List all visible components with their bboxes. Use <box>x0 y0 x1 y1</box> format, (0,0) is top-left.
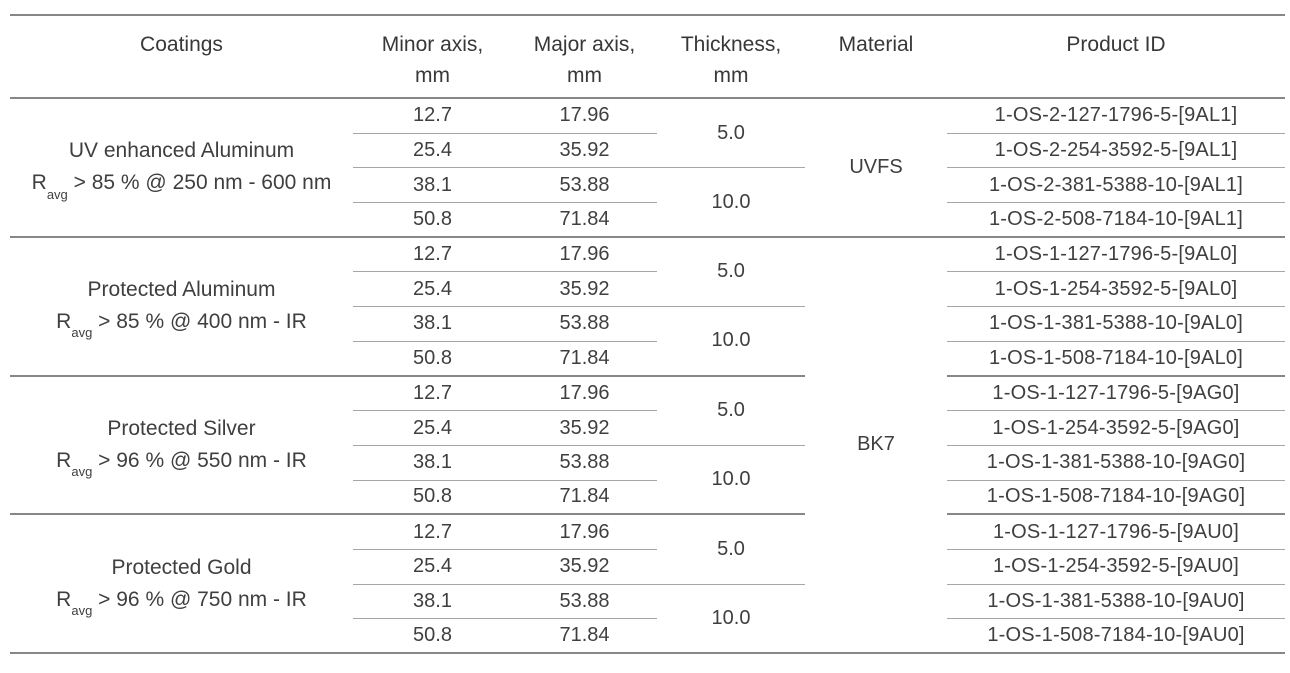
major-axis-value: 53.88 <box>512 446 657 481</box>
coating-name: Protected Aluminum <box>87 278 276 302</box>
major-axis-value: 17.96 <box>512 238 657 273</box>
major-axis-value: 71.84 <box>512 481 657 516</box>
coating-cell: Protected Silver Ravg > 96 % @ 550 nm - … <box>10 377 353 516</box>
header-label: Coatings <box>140 33 223 56</box>
major-axis-value: 71.84 <box>512 342 657 377</box>
column-header-product-id: Product ID <box>947 16 1285 99</box>
coating-cell: Protected Gold Ravg > 96 % @ 750 nm - IR <box>10 515 353 654</box>
product-id-value: 1-OS-1-508-7184-10-[9AU0] <box>947 619 1285 654</box>
product-id-value: 1-OS-2-254-3592-5-[9AL1] <box>947 134 1285 169</box>
minor-axis-value: 50.8 <box>353 203 512 238</box>
product-id-value: 1-OS-1-127-1796-5-[9AG0] <box>947 377 1285 412</box>
thickness-value: 5.0 <box>657 515 805 585</box>
product-id-value: 1-OS-1-254-3592-5-[9AU0] <box>947 550 1285 585</box>
minor-axis-value: 50.8 <box>353 342 512 377</box>
product-id-value: 1-OS-2-381-5388-10-[9AL1] <box>947 168 1285 204</box>
major-axis-value: 53.88 <box>512 585 657 620</box>
minor-axis-value: 12.7 <box>353 377 512 412</box>
header-unit: mm <box>415 64 450 87</box>
product-id-value: 1-OS-2-127-1796-5-[9AL1] <box>947 99 1285 134</box>
minor-axis-value: 25.4 <box>353 550 512 585</box>
column-header-major-axis: Major axis, mm <box>512 16 657 99</box>
subscript-avg: avg <box>71 325 93 341</box>
coating-spec: Ravg > 85 % @ 250 nm - 600 nm <box>31 171 332 202</box>
minor-axis-value: 12.7 <box>353 515 512 550</box>
major-axis-value: 53.88 <box>512 307 657 342</box>
coating-cell: Protected Aluminum Ravg > 85 % @ 400 nm … <box>10 238 353 377</box>
product-id-value: 1-OS-1-127-1796-5-[9AU0] <box>947 515 1285 550</box>
major-axis-value: 35.92 <box>512 550 657 585</box>
thickness-value: 5.0 <box>657 99 805 169</box>
major-axis-value: 71.84 <box>512 619 657 654</box>
major-axis-value: 35.92 <box>512 134 657 169</box>
coating-cell: UV enhanced Aluminum Ravg > 85 % @ 250 n… <box>10 99 353 238</box>
thickness-value: 10.0 <box>657 446 805 516</box>
minor-axis-value: 38.1 <box>353 446 512 481</box>
column-header-material: Material <box>805 16 947 99</box>
minor-axis-value: 12.7 <box>353 238 512 273</box>
major-axis-value: 17.96 <box>512 99 657 134</box>
product-id-value: 1-OS-2-508-7184-10-[9AL1] <box>947 203 1285 238</box>
product-id-value: 1-OS-1-254-3592-5-[9AG0] <box>947 411 1285 446</box>
minor-axis-value: 38.1 <box>353 585 512 620</box>
coating-spec: Ravg > 96 % @ 550 nm - IR <box>56 448 307 480</box>
minor-axis-value: 38.1 <box>353 307 512 342</box>
material-value: UVFS <box>805 99 947 238</box>
header-unit: mm <box>567 64 602 87</box>
minor-axis-value: 25.4 <box>353 134 512 169</box>
coating-name: Protected Silver <box>107 416 256 440</box>
coating-name: Protected Gold <box>111 555 252 579</box>
product-id-value: 1-OS-1-381-5388-10-[9AG0] <box>947 446 1285 481</box>
minor-axis-value: 12.7 <box>353 99 512 134</box>
minor-axis-value: 50.8 <box>353 481 512 516</box>
column-header-coatings: Coatings <box>10 16 353 99</box>
thickness-value: 5.0 <box>657 238 805 308</box>
coating-spec: Ravg > 85 % @ 400 nm - IR <box>56 310 307 341</box>
header-label: Major axis, <box>533 33 636 56</box>
product-id-value: 1-OS-1-381-5388-10-[9AU0] <box>947 585 1285 620</box>
product-table: Coatings Minor axis, mm Major axis, mm T… <box>10 14 1285 654</box>
thickness-value: 5.0 <box>657 377 805 446</box>
material-value: BK7 <box>805 238 947 654</box>
major-axis-value: 53.88 <box>512 168 657 204</box>
major-axis-value: 17.96 <box>512 515 657 550</box>
minor-axis-value: 50.8 <box>353 619 512 654</box>
subscript-avg: avg <box>46 186 68 202</box>
column-header-thickness: Thickness, mm <box>657 16 805 99</box>
header-label: Material <box>838 33 914 56</box>
major-axis-value: 35.92 <box>512 411 657 446</box>
product-id-value: 1-OS-1-381-5388-10-[9AL0] <box>947 307 1285 342</box>
major-axis-value: 71.84 <box>512 203 657 238</box>
product-id-value: 1-OS-1-508-7184-10-[9AL0] <box>947 342 1285 377</box>
coating-spec: Ravg > 96 % @ 750 nm - IR <box>56 587 307 618</box>
column-header-minor-axis: Minor axis, mm <box>353 16 512 99</box>
header-label: Thickness, <box>680 33 782 56</box>
product-id-value: 1-OS-1-254-3592-5-[9AL0] <box>947 272 1285 308</box>
header-label: Minor axis, <box>381 33 484 56</box>
thickness-value: 10.0 <box>657 585 805 654</box>
thickness-value: 10.0 <box>657 168 805 238</box>
thickness-value: 10.0 <box>657 307 805 377</box>
product-id-value: 1-OS-1-127-1796-5-[9AL0] <box>947 238 1285 273</box>
header-label: Product ID <box>1066 33 1166 56</box>
subscript-avg: avg <box>71 602 93 618</box>
minor-axis-value: 38.1 <box>353 168 512 204</box>
major-axis-value: 35.92 <box>512 272 657 308</box>
minor-axis-value: 25.4 <box>353 411 512 446</box>
major-axis-value: 17.96 <box>512 377 657 412</box>
coating-name: UV enhanced Aluminum <box>68 139 295 163</box>
subscript-avg: avg <box>71 464 93 480</box>
header-unit: mm <box>713 64 749 87</box>
product-id-value: 1-OS-1-508-7184-10-[9AG0] <box>947 481 1285 516</box>
minor-axis-value: 25.4 <box>353 272 512 308</box>
